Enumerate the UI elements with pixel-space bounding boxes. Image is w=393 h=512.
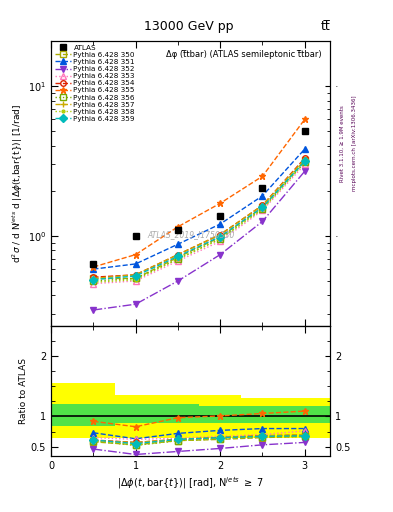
X-axis label: $|\Delta\phi(t,\mathrm{bar}\{t\})|$ [rad], N$^{jets}$ $\geq$ 7: $|\Delta\phi(t,\mathrm{bar}\{t\})|$ [rad…	[117, 475, 264, 490]
Text: mcplots.cern.ch [arXiv:1306.3436]: mcplots.cern.ch [arXiv:1306.3436]	[352, 96, 357, 191]
Text: Rivet 3.1.10, ≥ 1.9M events: Rivet 3.1.10, ≥ 1.9M events	[340, 105, 345, 182]
Y-axis label: d$^2\sigma$ / d N$^{jets}$ d |$\Delta\phi$(t,bar{t})| [1/rad]: d$^2\sigma$ / d N$^{jets}$ d |$\Delta\ph…	[11, 104, 25, 263]
Text: ATLAS_2019_I1750330: ATLAS_2019_I1750330	[147, 230, 234, 239]
Text: Δφ (t̅tbar) (ATLAS semileptonic t̅tbar): Δφ (t̅tbar) (ATLAS semileptonic t̅tbar)	[166, 50, 322, 58]
Y-axis label: Ratio to ATLAS: Ratio to ATLAS	[19, 358, 28, 424]
Text: tt̅: tt̅	[320, 20, 330, 33]
Legend: ATLAS, Pythia 6.428 350, Pythia 6.428 351, Pythia 6.428 352, Pythia 6.428 353, P: ATLAS, Pythia 6.428 350, Pythia 6.428 35…	[53, 43, 136, 123]
Text: 13000 GeV pp: 13000 GeV pp	[144, 20, 233, 33]
